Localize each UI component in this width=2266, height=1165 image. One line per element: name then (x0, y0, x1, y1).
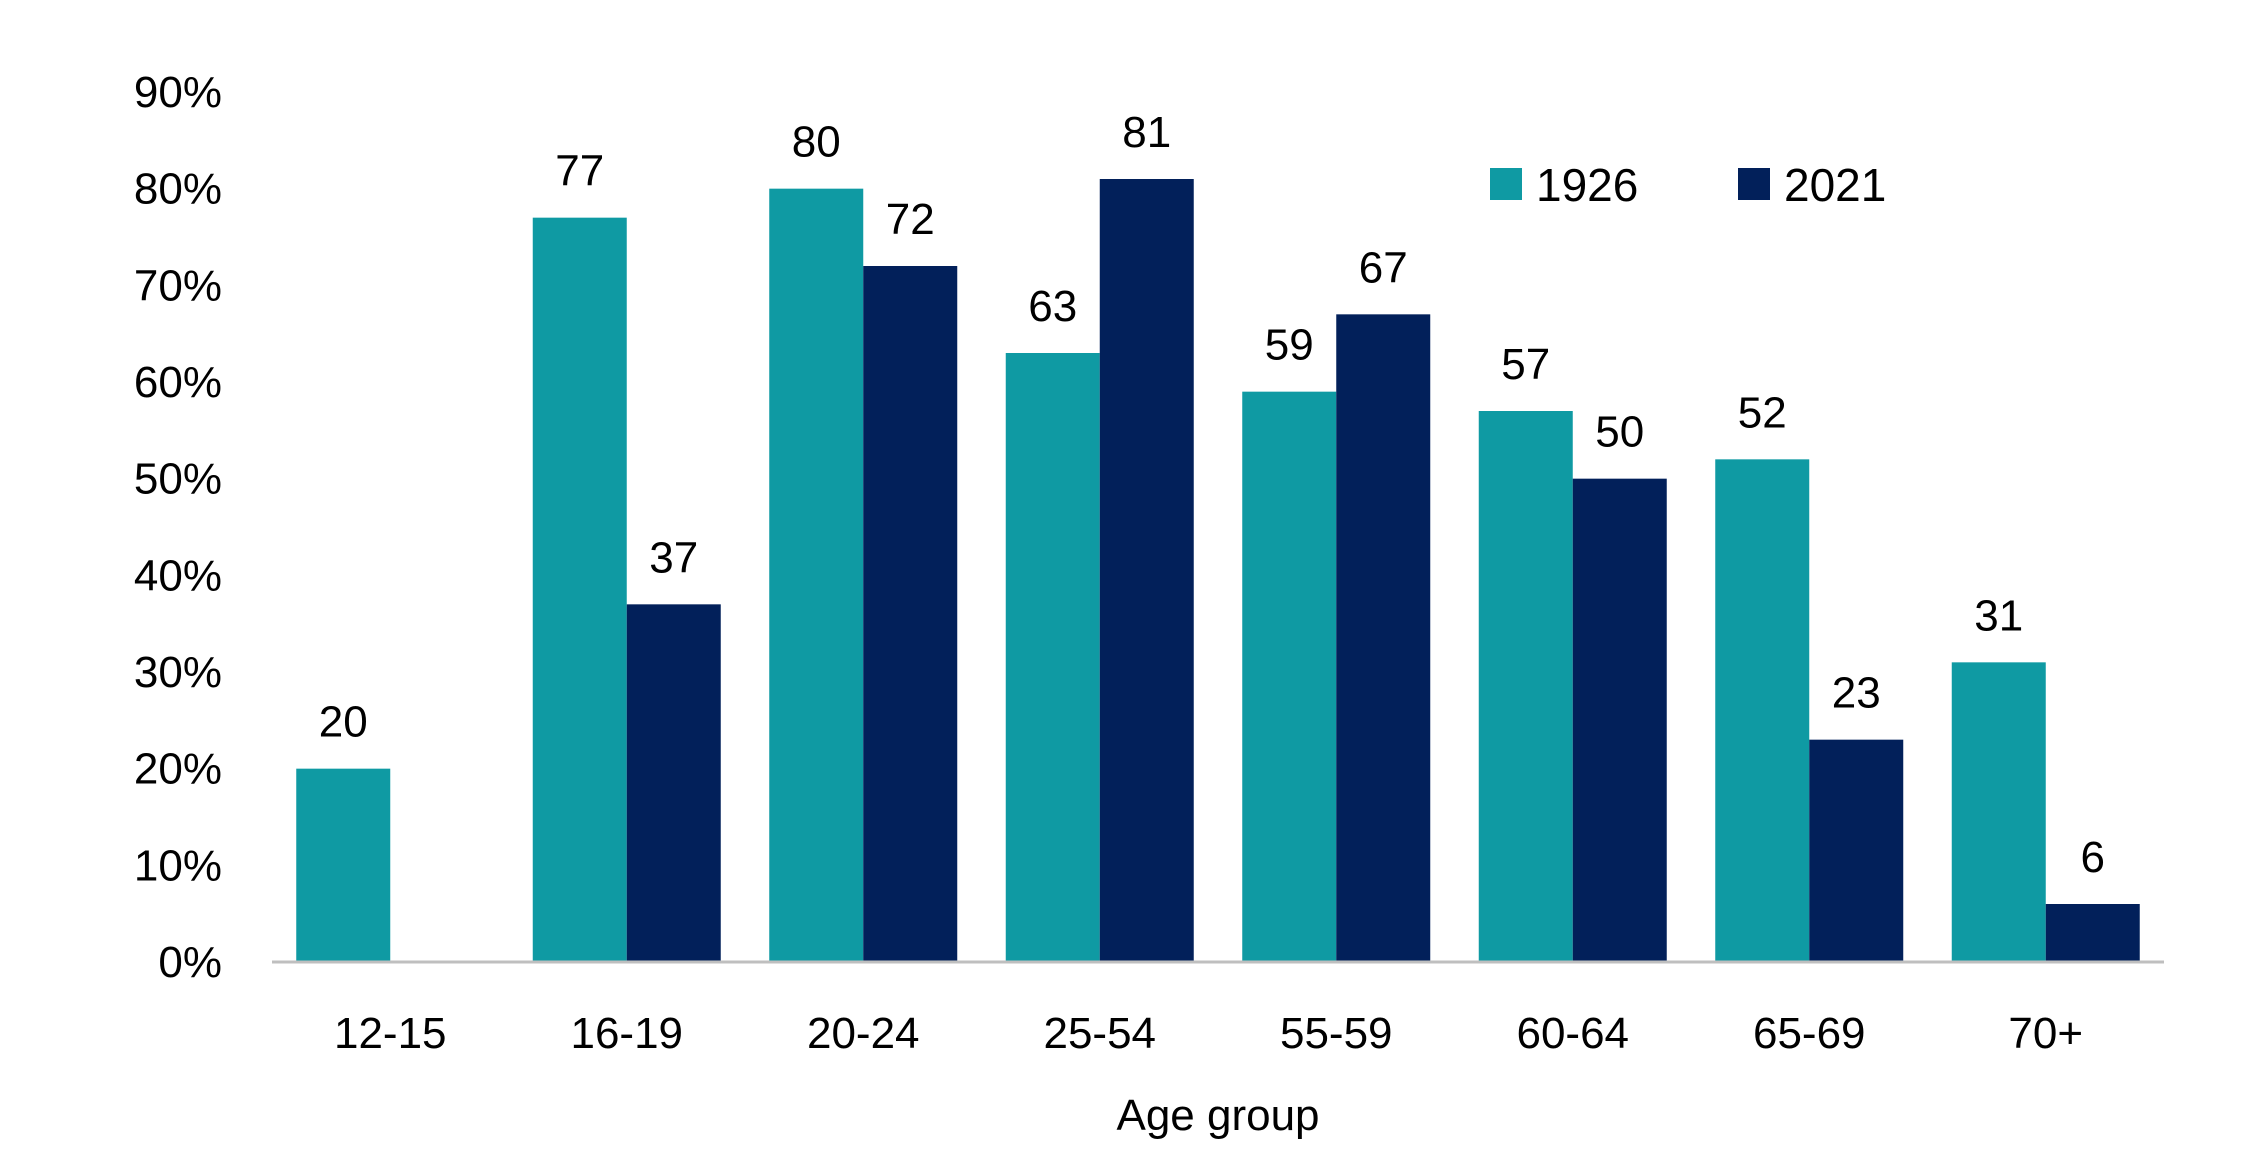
bar-1926-12-15 (296, 768, 391, 962)
data-label-1926-20-24: 80 (792, 118, 841, 167)
x-tick-label: 55-59 (1280, 1009, 1393, 1058)
x-axis-ticks: 12-15 16-19 20-24 25-54 55-59 60-64 65-69 70+ (334, 1009, 2083, 1058)
bar-2021-16-19 (626, 604, 721, 962)
bar-2021-55-59 (1336, 314, 1431, 962)
data-label-1926-25-54: 63 (1028, 282, 1077, 331)
x-tick-label: 12-15 (334, 1009, 447, 1058)
x-axis-title: Age group (1116, 1091, 1319, 1140)
y-tick-label: 30% (134, 648, 222, 697)
x-tick-label: 65-69 (1753, 1009, 1866, 1058)
x-tick-label: 60-64 (1516, 1009, 1629, 1058)
y-tick-label: 60% (134, 358, 222, 407)
data-label-2021-16-19: 37 (649, 533, 698, 582)
data-label-2021-25-54: 81 (1122, 108, 1171, 157)
bar-2021-60-64 (1572, 478, 1667, 962)
bar-2021-70+ (2045, 904, 2140, 962)
legend-label-2021: 2021 (1784, 159, 1886, 211)
data-label-2021-65-69: 23 (1832, 669, 1881, 718)
data-label-1926-65-69: 52 (1738, 388, 1787, 437)
data-label-1926-55-59: 59 (1265, 321, 1314, 370)
y-tick-label: 80% (134, 165, 222, 214)
data-label-2021-70+: 6 (2081, 833, 2105, 882)
y-tick-label: 0% (158, 938, 222, 987)
bar-1926-70+ (1951, 662, 2046, 962)
bar-1926-60-64 (1478, 411, 1573, 962)
bar-1926-20-24 (769, 188, 864, 962)
bar-1926-16-19 (532, 217, 627, 962)
y-tick-label: 90% (134, 68, 222, 117)
legend: 1926 2021 (1490, 159, 1886, 211)
y-tick-label: 50% (134, 455, 222, 504)
bars (296, 179, 2140, 963)
legend-label-1926: 1926 (1536, 159, 1638, 211)
x-tick-label: 25-54 (1043, 1009, 1156, 1058)
data-label-1926-16-19: 77 (555, 147, 604, 196)
y-axis-ticks: 0% 10% 20% 30% 40% 50% 60% 70% 80% 90% (134, 68, 222, 987)
data-label-2021-55-59: 67 (1359, 243, 1408, 292)
y-tick-label: 70% (134, 261, 222, 310)
bar-1926-65-69 (1715, 459, 1810, 962)
bar-1926-55-59 (1242, 391, 1337, 963)
x-tick-label: 20-24 (807, 1009, 920, 1058)
data-label-1926-60-64: 57 (1501, 340, 1550, 389)
data-label-2021-60-64: 50 (1595, 408, 1644, 457)
data-labels: 20 77 37 80 72 63 81 59 67 57 50 52 23 31 6 (319, 108, 2105, 882)
bar-1926-25-54 (1005, 353, 1100, 962)
y-tick-label: 20% (134, 745, 222, 794)
y-tick-label: 40% (134, 551, 222, 600)
y-tick-label: 10% (134, 841, 222, 890)
bar-2021-20-24 (863, 266, 958, 962)
data-label-1926-70+: 31 (1974, 591, 2023, 640)
data-label-1926-12-15: 20 (319, 698, 368, 747)
x-tick-label: 16-19 (570, 1009, 683, 1058)
legend-swatch-2021 (1738, 168, 1770, 200)
x-tick-label: 70+ (2008, 1009, 2083, 1058)
bar-2021-25-54 (1099, 179, 1194, 962)
legend-swatch-1926 (1490, 168, 1522, 200)
bar-2021-65-69 (1809, 739, 1904, 962)
data-label-2021-20-24: 72 (886, 195, 935, 244)
